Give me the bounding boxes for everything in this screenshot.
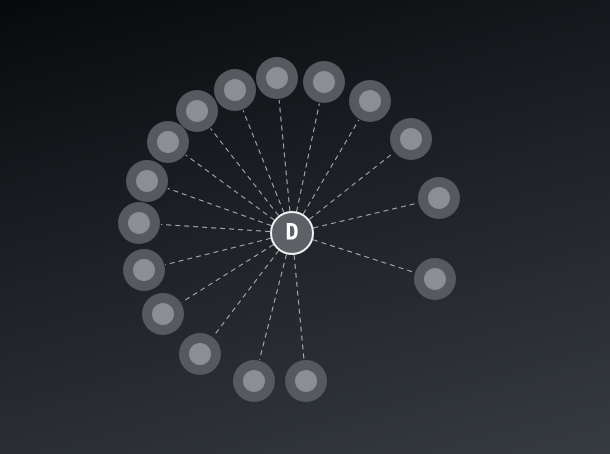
satellite-node[interactable]: [233, 360, 275, 402]
spoke-line: [313, 202, 418, 229]
satellite-inner-dot: [400, 128, 422, 150]
satellite-node[interactable]: [285, 360, 327, 402]
satellite-node[interactable]: [256, 57, 298, 99]
satellite-inner-dot: [133, 259, 155, 281]
satellite-node[interactable]: [147, 121, 189, 163]
hub-label: D: [285, 221, 298, 246]
hub-node[interactable]: D: [270, 211, 314, 255]
satellite-layer: [118, 57, 460, 402]
satellite-inner-dot: [136, 170, 158, 192]
satellite-inner-dot: [295, 370, 317, 392]
satellite-inner-dot: [157, 131, 179, 153]
spoke-line: [296, 103, 320, 212]
satellite-inner-dot: [359, 90, 381, 112]
spoke-line: [210, 128, 279, 216]
satellite-node[interactable]: [118, 202, 160, 244]
satellite-node[interactable]: [142, 293, 184, 335]
satellite-inner-dot: [152, 303, 174, 325]
satellite-node[interactable]: [349, 80, 391, 122]
spoke-line: [308, 152, 395, 220]
spoke-line: [259, 254, 287, 360]
spoke-line: [165, 237, 271, 266]
spoke-line: [212, 250, 280, 337]
spoke-line: [302, 119, 360, 215]
satellite-inner-dot: [266, 67, 288, 89]
satellite-inner-dot: [224, 79, 246, 101]
satellite-node[interactable]: [418, 177, 460, 219]
satellite-inner-dot: [186, 100, 208, 122]
satellite-inner-dot: [313, 71, 335, 93]
satellite-node[interactable]: [126, 160, 168, 202]
satellite-node[interactable]: [179, 333, 221, 375]
spoke-line: [242, 110, 285, 213]
spoke-line: [278, 99, 291, 212]
satellite-inner-dot: [128, 212, 150, 234]
satellite-inner-dot: [424, 268, 446, 290]
satellite-node[interactable]: [390, 118, 432, 160]
spoke-line: [185, 154, 275, 221]
hub-circle: [270, 211, 314, 255]
spoke-line: [312, 239, 415, 273]
satellite-inner-dot: [428, 187, 450, 209]
spoke-layer: [160, 99, 418, 360]
spoke-line: [181, 244, 274, 303]
satellite-node[interactable]: [214, 69, 256, 111]
satellite-node[interactable]: [123, 249, 165, 291]
satellite-inner-dot: [189, 343, 211, 365]
spoke-line: [167, 187, 272, 227]
satellite-node[interactable]: [414, 258, 456, 300]
spoke-line: [160, 223, 271, 233]
spoke-line: [293, 254, 305, 360]
satellite-node[interactable]: [176, 90, 218, 132]
satellite-node[interactable]: [303, 61, 345, 103]
satellite-inner-dot: [243, 370, 265, 392]
